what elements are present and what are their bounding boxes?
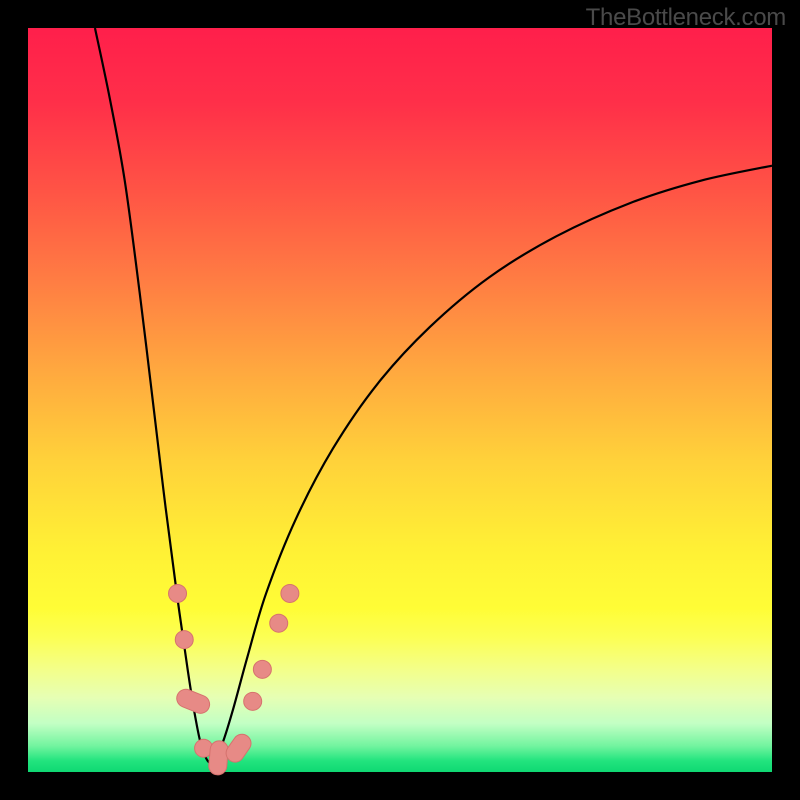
data-marker: [270, 614, 288, 632]
data-marker: [244, 692, 262, 710]
data-marker: [175, 631, 193, 649]
data-marker: [281, 584, 299, 602]
watermark-text: TheBottleneck.com: [586, 4, 786, 32]
chart-root: TheBottleneck.com: [0, 0, 800, 800]
bottleneck-chart: [0, 0, 800, 800]
data-marker: [253, 660, 271, 678]
plot-background: [28, 28, 772, 772]
data-marker: [208, 740, 229, 775]
data-marker: [169, 584, 187, 602]
